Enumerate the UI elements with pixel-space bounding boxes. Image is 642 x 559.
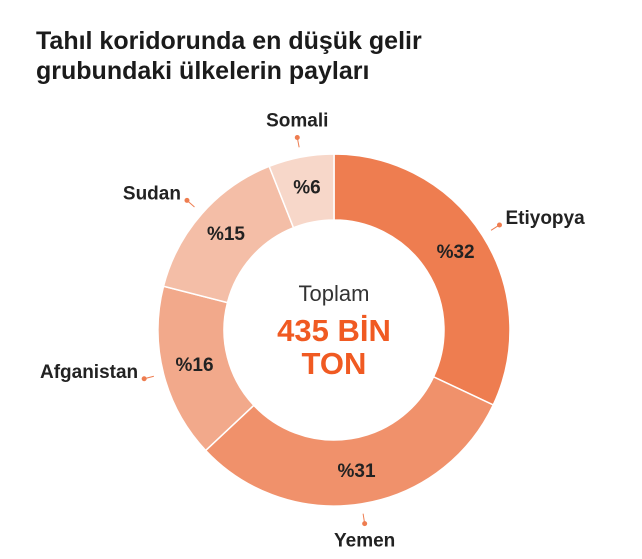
center-text: 435 BİN (277, 313, 391, 348)
category-label: Somali (266, 110, 328, 131)
category-label: Yemen (334, 531, 395, 552)
leader-dot (184, 197, 190, 203)
value-label: %32 (437, 242, 475, 263)
chart-title: Tahıl koridorunda en düşük gelir grubund… (36, 27, 422, 85)
value-label: %6 (293, 178, 320, 199)
donut-slice (333, 153, 511, 406)
leader-dot (141, 376, 147, 382)
center-text: Toplam (299, 281, 370, 306)
center-text: TON (302, 346, 367, 381)
leader-dot (362, 521, 368, 527)
value-label: %16 (176, 355, 214, 376)
category-label: Sudan (123, 183, 181, 204)
value-label: %31 (338, 461, 376, 482)
value-label: %15 (207, 224, 245, 245)
donut-slice (268, 153, 335, 229)
category-label: Afganistan (40, 362, 138, 383)
leader-dot (496, 222, 502, 228)
donut-slice (204, 375, 495, 507)
leader-dot (294, 134, 300, 140)
category-label: Etiyopya (505, 208, 585, 229)
